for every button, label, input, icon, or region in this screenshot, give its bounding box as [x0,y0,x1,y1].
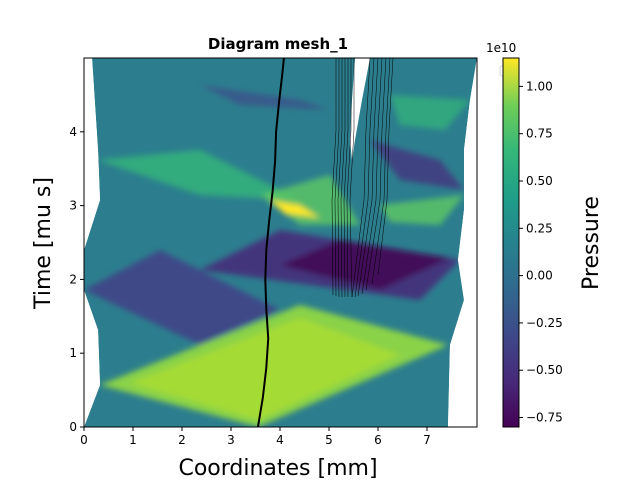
heatmap-band-purple-top [200,85,330,110]
x-tick-label: 7 [423,433,431,447]
heatmap-band-purple-left [84,250,280,345]
colorbar-tick-label: 0.50 [526,174,553,188]
y-tick-label: 1 [69,346,77,360]
heatmap-band-green-top-right [390,95,470,130]
colorbar-tick-label: 0.75 [526,127,553,141]
colorbar-tick-label: 0.00 [526,269,553,283]
x-tick-label: 4 [276,433,284,447]
x-tick-label: 3 [227,433,235,447]
x-axis-ticks: 0 1 2 3 4 5 6 7 [80,427,431,447]
colorbar-tick-label: −0.75 [526,411,563,425]
heatmap-band-green-lower-core [130,318,400,420]
x-axis-label: Coordinates [mm] [178,456,377,480]
y-tick-label: 2 [69,272,77,286]
colorbar-tick-label: 0.25 [526,221,553,235]
chart-title: Diagram mesh_1 [208,35,348,53]
colorbar-ticks: −0.75 −0.50 −0.25 0.00 0.25 0.50 0.75 1.00 [519,79,563,425]
heatmap-band-purple-core [280,240,450,290]
y-axis-label: Time [mu s] [31,177,56,310]
heatmap-hotspot-yellow [270,200,320,218]
heatmap-mask-left [84,58,100,427]
heatmap-cavity [350,58,370,160]
mesh-lines [331,58,394,298]
heatmap-mask-right [448,58,477,427]
colorbar-label: Pressure [579,196,604,290]
y-tick-label: 3 [69,199,77,213]
colorbar-offset-text: 1e10 [486,41,516,55]
heatmap-band-green-streak3 [380,195,464,225]
y-tick-label: 0 [69,420,77,434]
interface-line [256,58,285,427]
heatmap-band-purple-upper [370,140,464,190]
x-tick-label: 5 [325,433,333,447]
heatmap-band-green-streak1 [98,150,300,200]
heatmap-area [84,58,477,427]
colorbar-tick-label: −0.25 [526,316,563,330]
colorbar [502,57,520,428]
y-tick-label: 4 [69,125,77,139]
colorbar-tick-label: −0.50 [526,363,563,377]
x-tick-label: 1 [129,433,137,447]
colorbar-tick-label: 1.00 [526,79,553,93]
y-axis-ticks: 0 1 2 3 4 [69,125,84,434]
x-tick-label: 2 [178,433,186,447]
x-tick-label: 0 [80,433,88,447]
x-tick-label: 6 [374,433,382,447]
